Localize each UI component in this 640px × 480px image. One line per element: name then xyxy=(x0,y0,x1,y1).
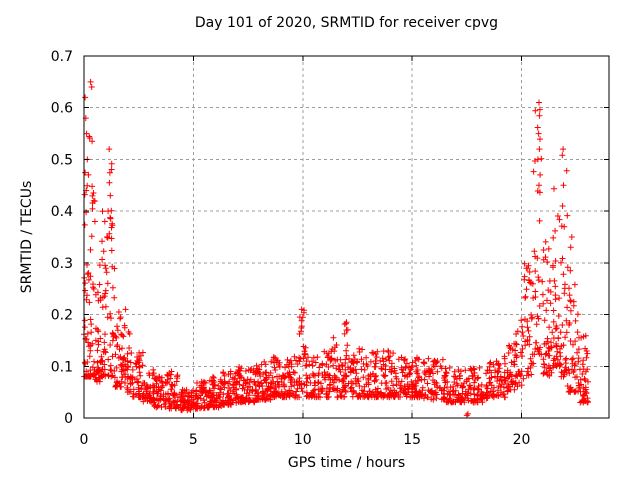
y-tick-label: 0.7 xyxy=(51,49,73,65)
y-tick-label: 0.2 xyxy=(51,308,73,324)
y-tick-label: 0.5 xyxy=(51,152,73,168)
x-axis-label: GPS time / hours xyxy=(287,455,406,471)
scatter-points xyxy=(81,78,591,419)
x-tick-label: 0 xyxy=(80,432,89,448)
x-tick-label: 5 xyxy=(189,432,198,448)
y-tick-label: 0.6 xyxy=(51,101,73,117)
x-tick-label: 15 xyxy=(403,432,421,448)
plot-frame xyxy=(83,55,610,419)
y-tick-label: 0.1 xyxy=(51,359,73,375)
x-tick-label: 20 xyxy=(513,432,531,448)
chart-title: Day 101 of 2020, SRMTID for receiver cpv… xyxy=(194,15,499,31)
y-tick-label: 0.4 xyxy=(51,204,73,220)
y-tick-label: 0.3 xyxy=(51,256,73,272)
y-tick-label: 0 xyxy=(64,411,73,427)
x-tick-label: 10 xyxy=(294,432,312,448)
